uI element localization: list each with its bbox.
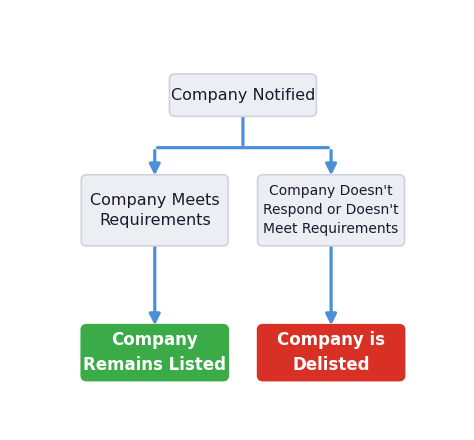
FancyBboxPatch shape	[169, 74, 316, 116]
Text: Company Doesn't
Respond or Doesn't
Meet Requirements: Company Doesn't Respond or Doesn't Meet …	[263, 184, 399, 236]
Text: Company
Remains Listed: Company Remains Listed	[83, 331, 226, 374]
FancyBboxPatch shape	[258, 325, 405, 381]
Text: Company Notified: Company Notified	[171, 88, 315, 103]
FancyBboxPatch shape	[82, 175, 228, 246]
Text: Company Meets
Requirements: Company Meets Requirements	[90, 193, 219, 228]
FancyBboxPatch shape	[82, 325, 228, 381]
FancyBboxPatch shape	[258, 175, 405, 246]
Text: Company is
Delisted: Company is Delisted	[277, 331, 385, 374]
